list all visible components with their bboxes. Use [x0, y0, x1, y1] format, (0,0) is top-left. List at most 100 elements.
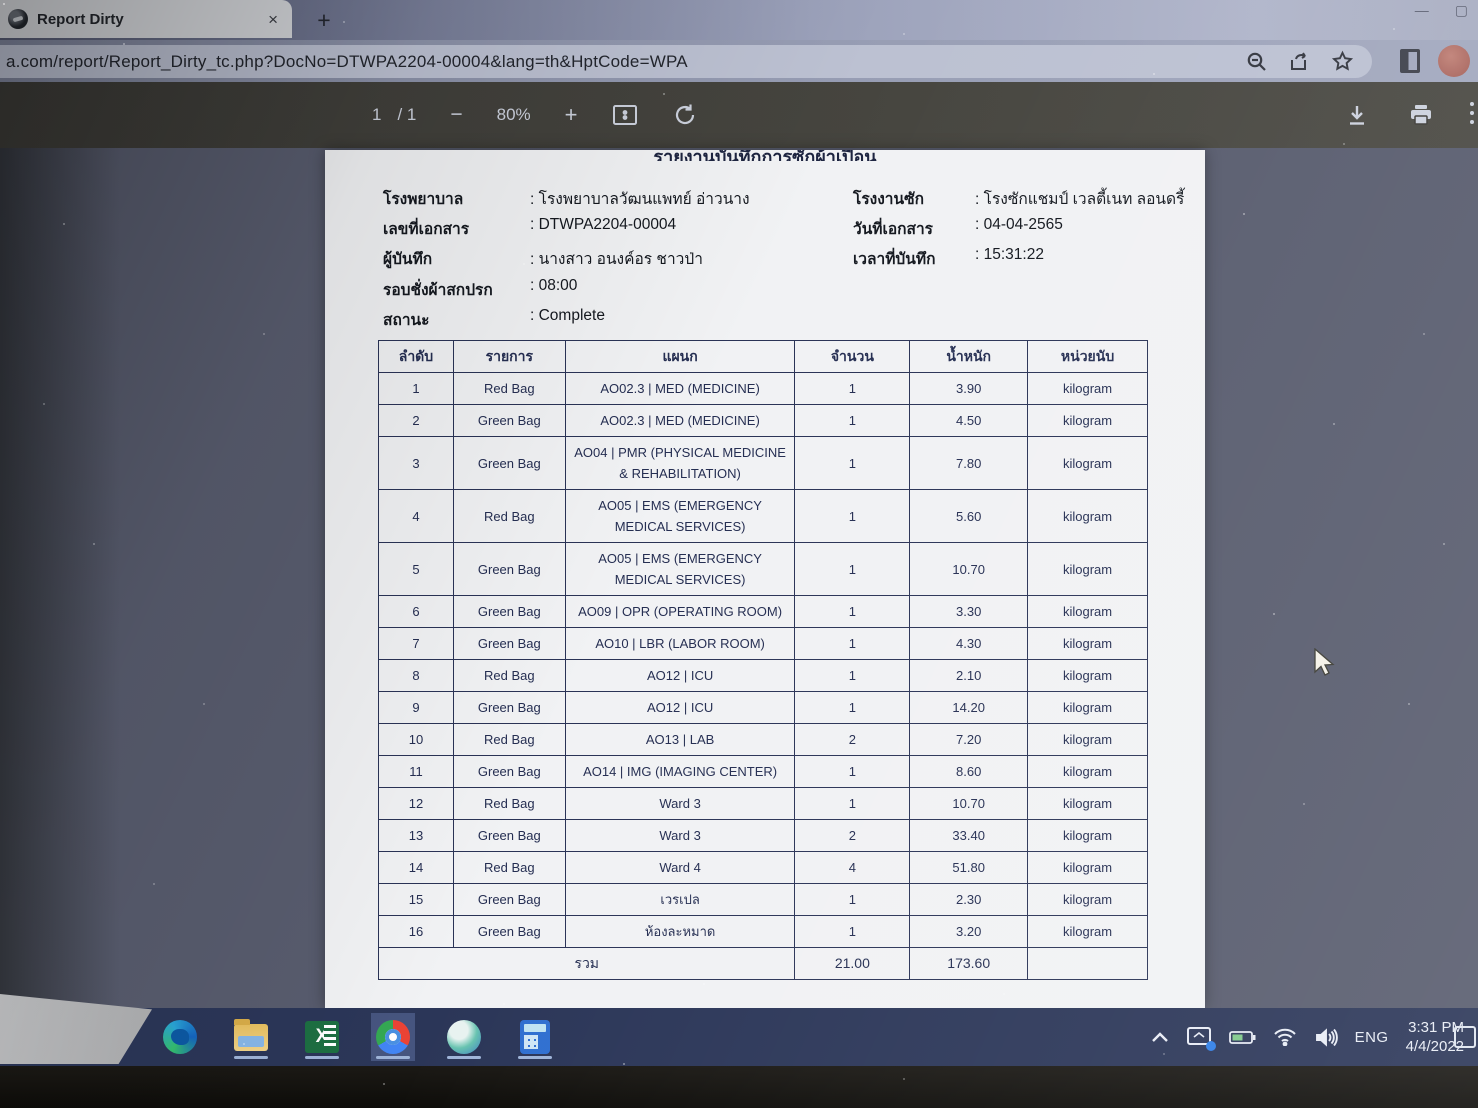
browser-tab[interactable]: Report Dirty × — [0, 0, 292, 38]
cell-qty: 1 — [794, 659, 911, 692]
cell-no: 16 — [378, 915, 454, 948]
cell-no: 6 — [378, 595, 454, 628]
cell-weight: 4.30 — [909, 627, 1029, 660]
table-row: 15 Green Bag เวรเปล 1 2.30 kilogram — [378, 883, 1148, 916]
col-header-dept: แผนก — [564, 340, 796, 373]
cell-unit: kilogram — [1027, 691, 1148, 724]
cell-no: 5 — [378, 542, 454, 596]
tab-close-icon[interactable]: × — [268, 9, 278, 29]
taskbar-chrome-icon[interactable] — [371, 1013, 415, 1061]
col-header-unit: หน่วยนับ — [1027, 340, 1148, 373]
profile-avatar[interactable] — [1438, 45, 1470, 77]
cell-weight: 10.70 — [909, 542, 1029, 596]
share-icon[interactable] — [1288, 51, 1311, 73]
cell-qty: 1 — [794, 489, 911, 543]
cell-unit: kilogram — [1027, 595, 1148, 628]
cell-qty: 2 — [794, 723, 911, 756]
more-vertical-icon[interactable] — [1470, 102, 1474, 124]
field-label: ผู้บันทึก — [383, 251, 433, 268]
fit-page-icon[interactable] — [612, 102, 638, 128]
col-header-no: ลำดับ — [378, 340, 454, 373]
cell-no: 3 — [378, 436, 454, 490]
cell-weight: 8.60 — [909, 755, 1029, 788]
notification-icon[interactable] — [1454, 1026, 1476, 1048]
url-text[interactable]: a.com/report/Report_Dirty_tc.php?DocNo=D… — [6, 51, 688, 71]
table-row: 13 Green Bag Ward 3 2 33.40 kilogram — [378, 819, 1148, 852]
zoom-icon[interactable] — [1246, 51, 1268, 73]
tray-time: 3:31 PM — [1408, 1019, 1464, 1036]
cell-no: 7 — [378, 627, 454, 660]
cell-item: Green Bag — [452, 542, 566, 596]
field-label: สถานะ — [383, 312, 430, 329]
cell-weight: 2.30 — [909, 883, 1029, 916]
taskbar-remote-app-icon[interactable] — [442, 1013, 486, 1061]
cell-no: 4 — [378, 489, 454, 543]
field-value: : 04-04-2565 — [975, 216, 1063, 233]
tray-chevron-up-icon[interactable] — [1151, 1031, 1169, 1043]
table-row: 12 Red Bag Ward 3 1 10.70 kilogram — [378, 787, 1148, 820]
field-value: : 08:00 — [530, 277, 578, 294]
wifi-icon[interactable] — [1273, 1028, 1297, 1046]
field-value: : DTWPA2204-00004 — [530, 216, 677, 233]
cell-unit: kilogram — [1027, 436, 1148, 490]
total-unit — [1027, 947, 1148, 980]
zoom-out-button[interactable]: − — [450, 103, 463, 126]
col-header-item: รายการ — [452, 340, 566, 373]
zoom-in-button[interactable]: + — [564, 102, 578, 127]
cell-item: Red Bag — [452, 723, 566, 756]
cell-weight: 7.80 — [909, 436, 1029, 490]
cell-item: Green Bag — [452, 627, 566, 660]
side-panel-icon[interactable] — [1400, 49, 1420, 73]
table-row: 9 Green Bag AO12 | ICU 1 14.20 kilogram — [378, 691, 1148, 724]
page-count: / 1 — [397, 105, 417, 124]
table-row: 2 Green Bag AO02.3 | MED (MEDICINE) 1 4.… — [378, 404, 1148, 437]
download-icon[interactable] — [1344, 102, 1370, 128]
maximize-icon[interactable]: ▢ — [1454, 2, 1468, 18]
taskbar-excel-icon[interactable]: X — [300, 1013, 344, 1061]
field-label: เวลาที่บันทึก — [853, 251, 936, 268]
print-icon[interactable] — [1408, 102, 1434, 128]
table-row: 11 Green Bag AO14 | IMG (IMAGING CENTER)… — [378, 755, 1148, 788]
window-controls: — ▢ — [1415, 2, 1468, 19]
cell-weight: 10.70 — [909, 787, 1029, 820]
bookmark-star-icon[interactable] — [1331, 50, 1354, 73]
cell-no: 11 — [378, 755, 454, 788]
cell-weight: 14.20 — [909, 691, 1029, 724]
page-number[interactable]: 1 — [372, 105, 382, 124]
cell-dept: AO09 | OPR (OPERATING ROOM) — [564, 595, 796, 628]
table-row: 14 Red Bag Ward 4 4 51.80 kilogram — [378, 851, 1148, 884]
cell-item: Red Bag — [452, 851, 566, 884]
cell-dept: AO12 | ICU — [564, 659, 796, 692]
cell-no: 10 — [378, 723, 454, 756]
new-tab-button[interactable]: + — [317, 6, 331, 33]
taskbar-edge-icon[interactable] — [158, 1013, 202, 1061]
report-page: รายงานบันทึกการซักผ้าเปื้อน โรงพยาบาล : … — [325, 150, 1205, 1008]
cell-item: Green Bag — [452, 755, 566, 788]
taskbar-file-explorer-icon[interactable] — [229, 1013, 273, 1061]
cell-weight: 51.80 — [909, 851, 1029, 884]
cell-dept: AO13 | LAB — [564, 723, 796, 756]
cell-qty: 1 — [794, 436, 911, 490]
cell-qty: 1 — [794, 372, 911, 405]
minimize-icon[interactable]: — — [1414, 2, 1429, 18]
url-field[interactable]: a.com/report/Report_Dirty_tc.php?DocNo=D… — [0, 45, 1372, 78]
pdf-toolbar: 1 / 1 − 80% + — [0, 82, 1478, 148]
clock[interactable]: 3:31 PM 4/4/2022 — [1406, 1018, 1464, 1056]
cell-qty: 1 — [794, 691, 911, 724]
field-value: : Complete — [530, 307, 605, 324]
total-label: รวม — [377, 947, 796, 980]
volume-icon[interactable] — [1314, 1027, 1338, 1047]
cell-unit: kilogram — [1027, 787, 1148, 820]
screen-share-icon[interactable] — [1186, 1026, 1216, 1051]
rotate-icon[interactable] — [672, 102, 698, 128]
cell-unit: kilogram — [1027, 627, 1148, 660]
battery-icon[interactable] — [1228, 1030, 1256, 1045]
cell-unit: kilogram — [1027, 755, 1148, 788]
table-row: 1 Red Bag AO02.3 | MED (MEDICINE) 1 3.90… — [378, 372, 1148, 405]
taskbar-calculator-icon[interactable] — [513, 1013, 557, 1061]
laundry-table: ลำดับ รายการ แผนก จำนวน น้ำหนัก หน่วยนับ… — [377, 340, 1148, 980]
pdf-viewer: 1 / 1 − 80% + — [0, 82, 1478, 1008]
language-indicator[interactable]: ENG — [1354, 1028, 1389, 1046]
cell-unit: kilogram — [1027, 659, 1148, 692]
